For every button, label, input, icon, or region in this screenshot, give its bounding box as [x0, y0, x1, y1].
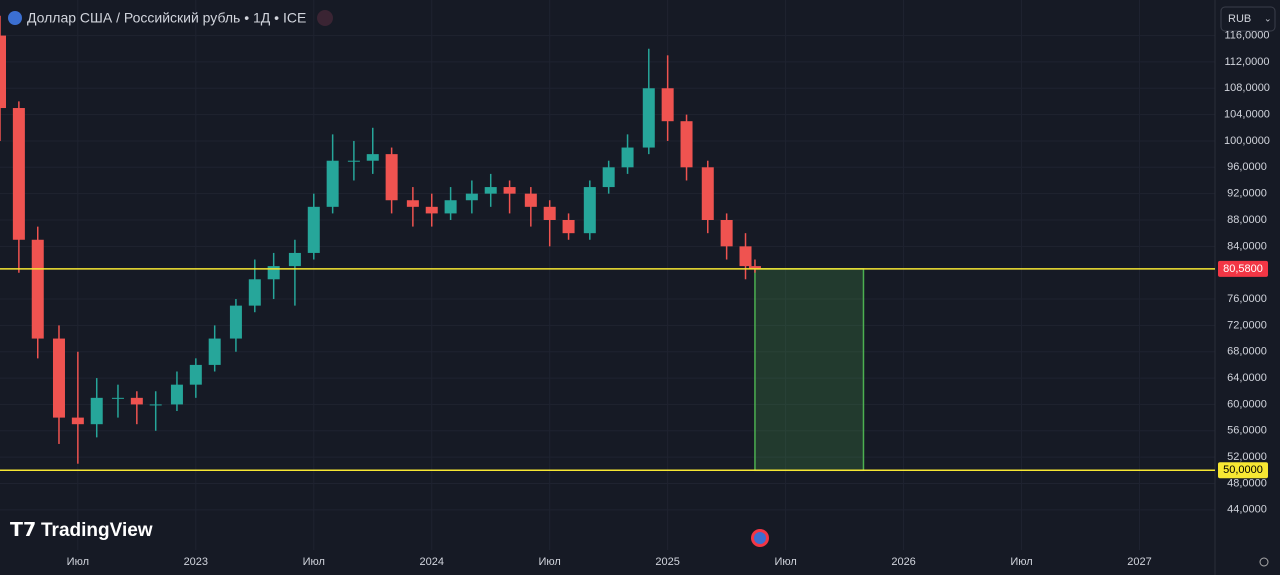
- y-tick-label: 64,0000: [1227, 372, 1267, 384]
- candle-body: [12, 108, 25, 240]
- candle-body: [720, 220, 733, 247]
- y-tick-label: 56,0000: [1227, 425, 1267, 437]
- candle-body: [347, 160, 360, 162]
- candle-body: [111, 397, 124, 399]
- y-tick-label: 48,0000: [1227, 477, 1267, 489]
- candle-body: [229, 305, 242, 339]
- x-tick-label: Июл: [303, 556, 325, 568]
- x-tick-label: Июл: [539, 556, 561, 568]
- currency-select[interactable]: [1220, 6, 1276, 32]
- candle-body: [406, 200, 419, 207]
- candle-body: [0, 35, 6, 109]
- candle-body: [524, 193, 537, 207]
- candle-body: [425, 206, 438, 214]
- price-badge-label: 50,0000: [1223, 464, 1263, 476]
- candle-body: [484, 187, 497, 194]
- settings-icon[interactable]: [1259, 557, 1269, 567]
- logo: TradingView: [41, 520, 153, 541]
- x-tick-label: 2024: [419, 556, 443, 568]
- candle-body: [543, 206, 556, 220]
- candle-body: [621, 147, 634, 168]
- plot: [0, 0, 1216, 575]
- candle-body: [189, 364, 202, 385]
- symbol-icon: [8, 11, 22, 25]
- candle-body: [444, 200, 457, 214]
- candle-body: [31, 239, 44, 339]
- candle-body: [130, 397, 143, 405]
- candle-body: [562, 220, 575, 234]
- y-tick-label: 52,0000: [1227, 451, 1267, 463]
- candle-body: [149, 404, 162, 406]
- candle-body: [503, 187, 516, 194]
- y-tick-label: 96,0000: [1227, 161, 1267, 173]
- candle-body: [307, 206, 320, 253]
- x-tick-label: 2025: [655, 556, 679, 568]
- y-tick-label: 88,0000: [1227, 214, 1267, 226]
- y-tick-label: 84,0000: [1227, 240, 1267, 252]
- candle-body: [170, 384, 183, 405]
- candle-body: [680, 121, 693, 168]
- candle-body: [661, 88, 674, 122]
- candle-body: [71, 417, 84, 425]
- y-tick-label: 68,0000: [1227, 346, 1267, 358]
- y-tick-label: 116,0000: [1224, 29, 1269, 41]
- y-tick-label: 104,0000: [1224, 109, 1270, 121]
- chart-title: Доллар США / Российский рубль • 1Д • ICE: [27, 10, 306, 26]
- y-tick-label: 76,0000: [1227, 293, 1267, 305]
- candle-body: [208, 338, 221, 365]
- price-badge: [1218, 462, 1268, 479]
- candle-body: [267, 266, 280, 280]
- event-flag: [754, 532, 766, 544]
- candle-body: [288, 252, 301, 267]
- candle-body: [701, 167, 714, 220]
- y-tick-label: 92,0000: [1227, 188, 1267, 200]
- candle-body: [465, 193, 478, 201]
- x-tick-label: Июл: [67, 556, 89, 568]
- candle-body: [583, 187, 596, 234]
- x-tick-label: 2026: [891, 556, 915, 568]
- x-tick-label: 2027: [1127, 556, 1151, 568]
- candle-body: [642, 88, 655, 148]
- x-tick-label: Июл: [1010, 556, 1032, 568]
- candle-body: [248, 279, 261, 306]
- y-tick-label: 72,0000: [1227, 319, 1267, 331]
- currency-label: RUB: [1228, 13, 1251, 25]
- x-tick-label: Июл: [774, 556, 796, 568]
- price-badge: [1218, 260, 1268, 277]
- y-tick-label: 108,0000: [1224, 82, 1270, 94]
- candle-body: [739, 246, 752, 267]
- candle-body: [748, 266, 761, 269]
- y-tick-label: 112,0000: [1224, 56, 1269, 68]
- x-tick-label: 2023: [184, 556, 208, 568]
- dropdown-arrow: ⌄: [1264, 13, 1272, 23]
- y-tick-label: 44,0000: [1227, 504, 1267, 516]
- candle-body: [602, 167, 615, 188]
- target-zone: [754, 268, 865, 472]
- y-tick-label: 60,0000: [1227, 398, 1267, 410]
- candle-body: [366, 154, 379, 161]
- price-badge-label: 80,5800: [1223, 263, 1263, 275]
- indicator-icon[interactable]: [317, 10, 333, 26]
- candle-body: [385, 154, 398, 201]
- candle-body: [52, 338, 65, 418]
- logo-mark: 𝗧𝟳: [10, 520, 36, 541]
- candle-body: [326, 160, 339, 207]
- candle-body: [90, 397, 103, 425]
- y-tick-label: 100,0000: [1224, 135, 1270, 147]
